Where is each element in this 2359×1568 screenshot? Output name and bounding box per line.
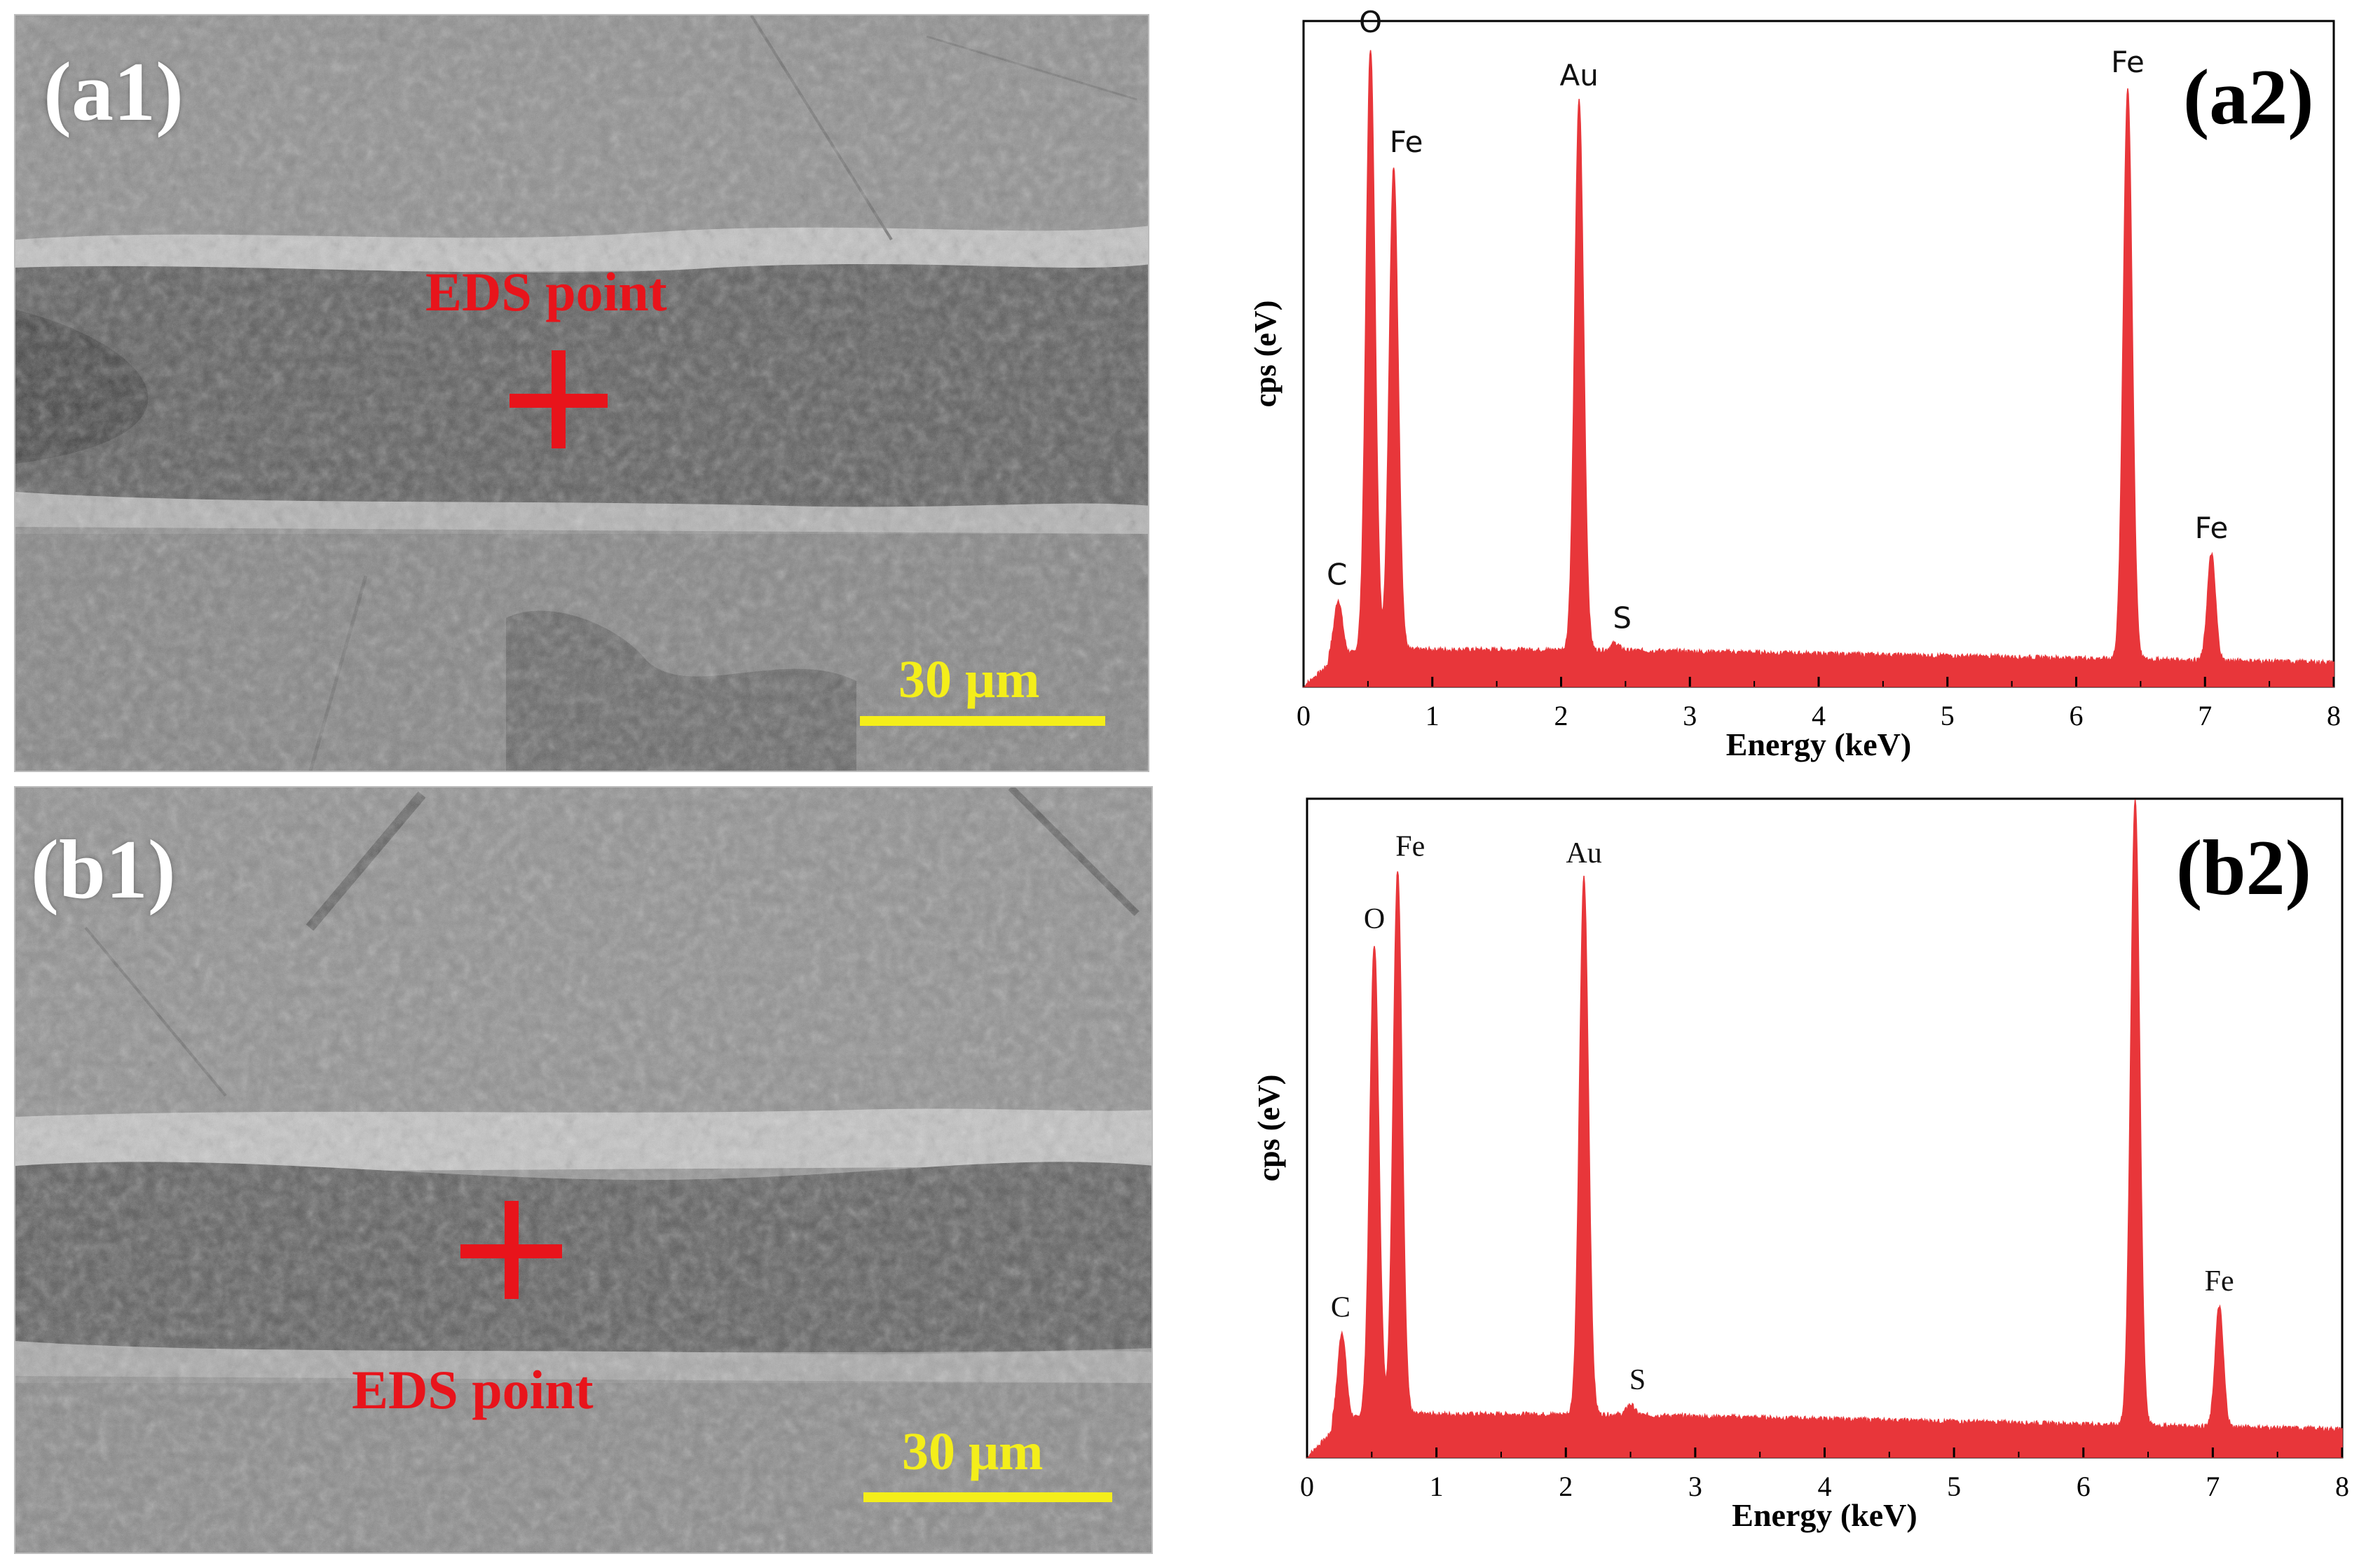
scale-bar-label-b1: 30 μm <box>902 1422 1044 1481</box>
x-tick-label: 7 <box>2198 700 2212 731</box>
x-tick-label: 1 <box>1430 1471 1444 1502</box>
y-axis-label: cps (eV) <box>1252 1075 1286 1182</box>
peak-label-c: C <box>1331 1291 1351 1323</box>
spectrum-area <box>1302 50 2334 687</box>
peak-label-au: Au <box>1566 837 1601 869</box>
peak-label-o: O <box>1359 7 1382 39</box>
peak-label-fe: Fe <box>1390 125 1423 159</box>
x-tick-label: 7 <box>2206 1471 2220 1502</box>
sem-texture-a1 <box>15 15 1148 771</box>
peak-label-fe: Fe <box>2121 785 2150 790</box>
sem-image-b1: (b1) EDS point 30 μm <box>14 786 1153 1554</box>
scale-bar-a1 <box>860 716 1105 726</box>
x-tick-label: 0 <box>1297 700 1311 731</box>
y-axis-label: cps (eV) <box>1248 301 1283 408</box>
sem-texture-b1 <box>15 788 1151 1553</box>
panel-label-a1: (a1) <box>43 45 184 138</box>
peak-label-o: O <box>1364 903 1385 935</box>
eds-marker-b1-vertical <box>505 1201 519 1299</box>
scale-bar-label-a1: 30 μm <box>898 650 1040 709</box>
panel-label-a2: (a2) <box>2183 54 2314 141</box>
peak-label-fe: Fe <box>2111 45 2145 79</box>
x-tick-label: 2 <box>1559 1471 1573 1502</box>
panel-label-b2: (b2) <box>2176 825 2311 912</box>
plot-frame <box>1302 20 2335 688</box>
chart-svg-a2: 0 1 2 3 4 5 6 7 8 Energy (keV) cps (eV) C O Fe Au S Fe Fe <box>1248 5 2341 762</box>
peak-label-fe: Fe <box>1395 830 1425 862</box>
x-tick-label: 6 <box>2070 700 2084 731</box>
eds-spectrum-b2: 0 1 2 3 4 5 6 7 8 Energy (keV) cps (eV) C O Fe Au S Fe Fe… <box>1205 758 2359 1562</box>
x-tick-label: 0 <box>1300 1471 1314 1502</box>
eds-point-label-a1: EDS point <box>425 261 667 322</box>
x-tick-label: 5 <box>1947 1471 1961 1502</box>
x-tick-label: 6 <box>2077 1471 2091 1502</box>
x-axis-label: Energy (keV) <box>1726 727 1911 762</box>
peak-label-s: S <box>1629 1364 1646 1396</box>
peak-label-s: S <box>1613 600 1632 635</box>
x-tick-label: 3 <box>1688 1471 1702 1502</box>
peak-label-c: C <box>1327 558 1347 592</box>
chart-svg-b2: 0 1 2 3 4 5 6 7 8 Energy (keV) cps (eV) C O Fe Au S Fe Fe <box>1252 758 2349 1533</box>
eds-point-label-b1: EDS point <box>352 1359 594 1420</box>
eds-spectrum-a2: 0 1 2 3 4 5 6 7 8 Energy (keV) cps (eV) C O Fe Au S Fe Fe… <box>1205 5 2359 778</box>
x-tick-label: 1 <box>1425 700 1440 731</box>
x-tick-label: 3 <box>1683 700 1697 731</box>
scale-bar-b1 <box>863 1492 1112 1502</box>
sem-image-a1: (a1) EDS point 30 μm <box>14 14 1149 772</box>
peak-label-au: Au <box>1560 58 1599 92</box>
x-tick-label: 8 <box>2327 700 2341 731</box>
x-axis-label: Energy (keV) <box>1732 1497 1917 1533</box>
x-tick-label: 8 <box>2335 1471 2349 1502</box>
spectrum-area <box>1306 799 2343 1459</box>
peak-label-fe: Fe <box>2195 511 2229 545</box>
eds-marker-a1-vertical <box>552 350 566 448</box>
peak-label-fe: Fe <box>2205 1265 2234 1298</box>
panel-label-b1: (b1) <box>31 823 176 916</box>
x-tick-label: 4 <box>1812 700 1826 731</box>
x-tick-label: 4 <box>1818 1471 1832 1502</box>
x-tick-label: 2 <box>1554 700 1568 731</box>
x-tick-label: 5 <box>1941 700 1955 731</box>
